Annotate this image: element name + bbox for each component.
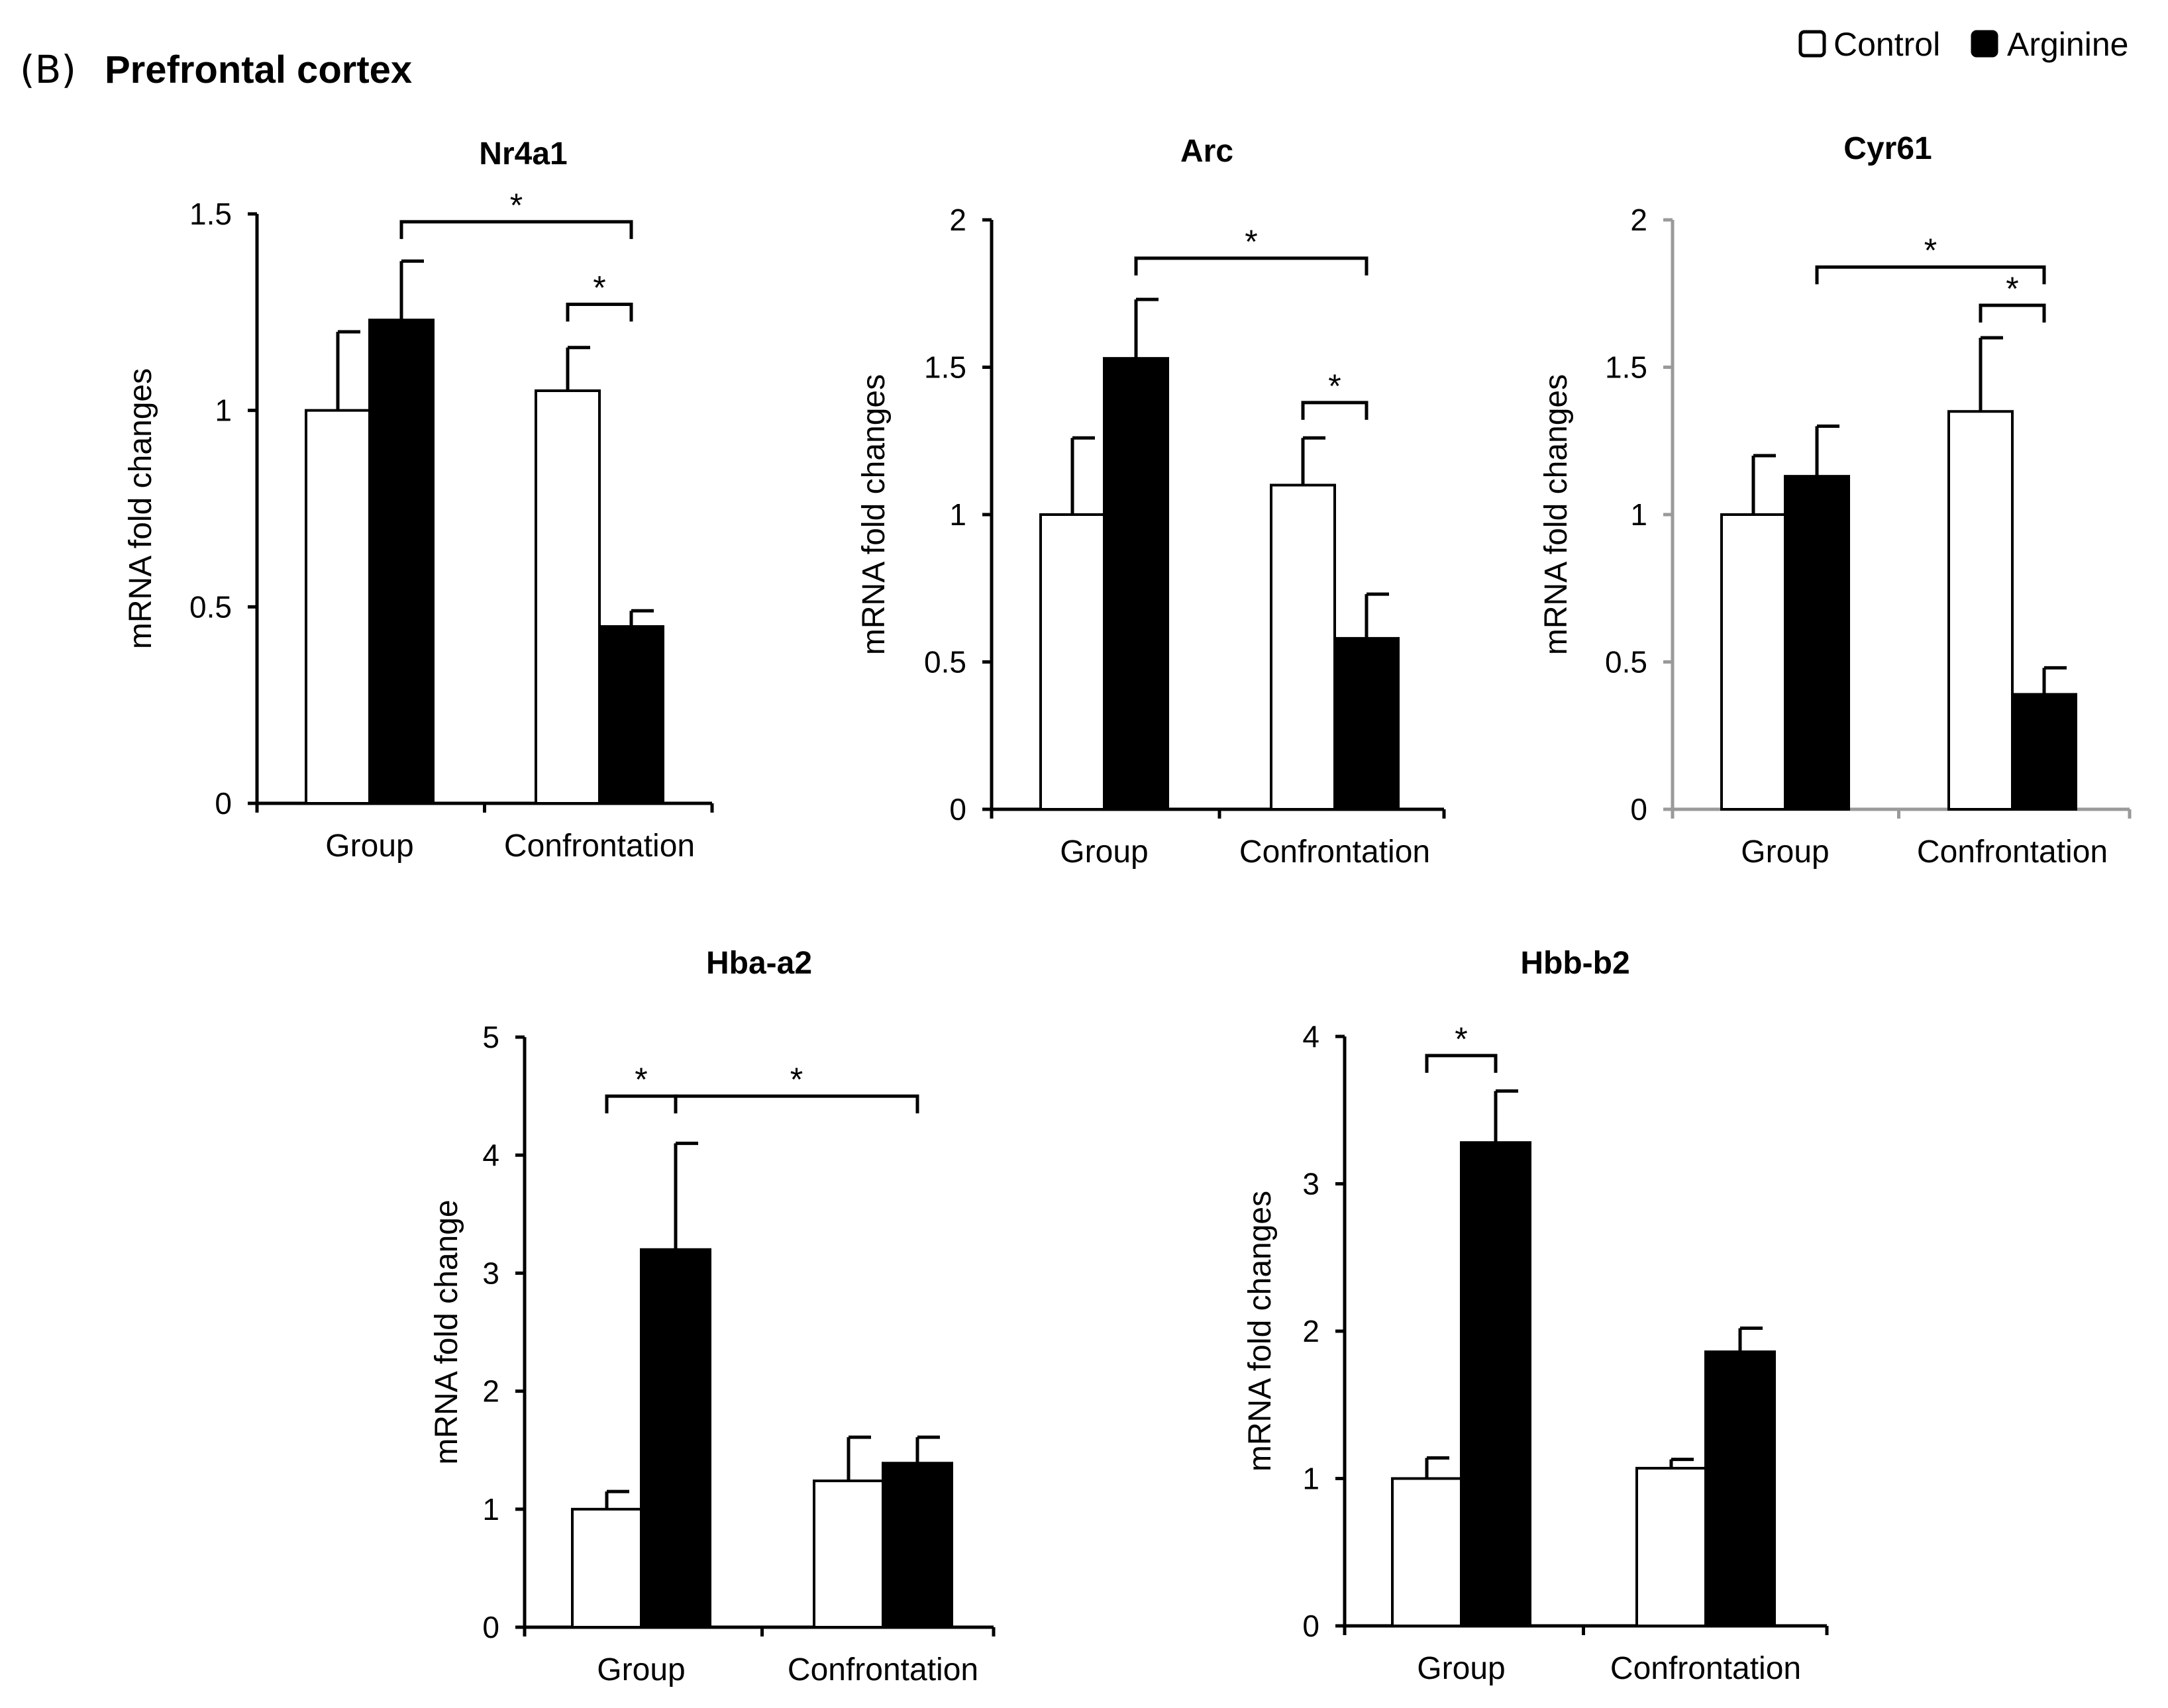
bar-control-group bbox=[1720, 513, 1786, 811]
y-tick-label: 3 bbox=[1302, 1167, 1319, 1201]
legend-label-control: Control bbox=[1833, 26, 1940, 63]
significance-bracket bbox=[1425, 1054, 1498, 1073]
bar-control-group bbox=[571, 1507, 643, 1629]
significance-star: * bbox=[2006, 270, 2018, 307]
y-axis-label: mRNA fold changes bbox=[123, 368, 158, 649]
y-tick-label: 5 bbox=[482, 1020, 499, 1054]
chart-title: Cyr61 bbox=[1843, 131, 1932, 166]
chart-title: Arc bbox=[1180, 134, 1233, 169]
bar-arginine-confrontation bbox=[2011, 693, 2077, 811]
chart-hba-a2: Hba-a2 mRNA fold change 0 1 2 3 4 5 Group Confron… bbox=[429, 946, 996, 1687]
bar-control-group bbox=[1391, 1477, 1463, 1627]
y-axis-label: mRNA fold changes bbox=[1539, 374, 1574, 655]
y-tick-label: 1 bbox=[215, 393, 232, 428]
chart-title: Hbb-b2 bbox=[1520, 946, 1629, 981]
significance-star: * bbox=[635, 1061, 647, 1098]
legend-swatch-arginine bbox=[1971, 30, 1998, 58]
significance-bracket bbox=[399, 220, 633, 239]
x-category-label: Confrontation bbox=[1610, 1651, 1801, 1686]
bar-arginine-group bbox=[1784, 475, 1850, 811]
y-tick-label: 2 bbox=[949, 203, 966, 237]
significance-star: * bbox=[790, 1061, 803, 1098]
legend-label-arginine: Arginine bbox=[2007, 26, 2128, 63]
bar-control-group bbox=[1039, 513, 1106, 811]
x-category-label: Confrontation bbox=[504, 829, 695, 864]
bar-arginine-confrontation bbox=[1704, 1350, 1776, 1628]
chart-title: Hba-a2 bbox=[706, 946, 812, 981]
x-category-label: Group bbox=[597, 1652, 685, 1687]
y-tick-label: 2 bbox=[482, 1374, 499, 1409]
x-category-label: Confrontation bbox=[1917, 834, 2108, 870]
bar-arginine-confrontation bbox=[598, 625, 664, 805]
significance-star: * bbox=[593, 269, 605, 306]
x-category-label: Group bbox=[325, 829, 413, 864]
legend-swatch-control bbox=[1798, 30, 1826, 58]
significance-star: * bbox=[510, 187, 523, 224]
y-tick-label: 1.5 bbox=[1605, 350, 1647, 385]
bar-arginine-confrontation bbox=[1333, 636, 1400, 811]
significance-bracket bbox=[566, 302, 633, 322]
chart-title: Nr4a1 bbox=[479, 136, 567, 172]
y-tick-label: 1 bbox=[949, 497, 966, 532]
significance-bracket bbox=[674, 1094, 919, 1114]
panel-title: Prefrontal cortex bbox=[105, 48, 412, 91]
significance-star: * bbox=[1455, 1021, 1467, 1058]
x-category-label: Group bbox=[1060, 834, 1148, 870]
y-tick-label: 1.5 bbox=[189, 197, 232, 231]
x-category-label: Confrontation bbox=[788, 1652, 978, 1687]
y-tick-label: 1 bbox=[482, 1492, 499, 1527]
bar-control-group bbox=[305, 409, 371, 805]
chart-arc: Arc mRNA fold changes 0 0.5 1 1.5 2 Group Confro… bbox=[856, 134, 1446, 870]
significance-bracket bbox=[1134, 256, 1368, 276]
bar-arginine-group bbox=[1460, 1141, 1531, 1627]
y-axis-label: mRNA fold change bbox=[429, 1199, 464, 1464]
x-category-label: Confrontation bbox=[1239, 834, 1430, 870]
significance-bracket bbox=[1301, 401, 1368, 420]
y-tick-label: 2 bbox=[1302, 1314, 1319, 1348]
significance-bracket bbox=[605, 1094, 678, 1114]
y-tick-label: 0.5 bbox=[1605, 645, 1647, 679]
y-tick-label: 4 bbox=[482, 1138, 499, 1172]
bar-arginine-group bbox=[1103, 357, 1169, 811]
y-tick-label: 0 bbox=[215, 786, 232, 821]
chart-cyr61: Cyr61 mRNA fold changes 0 0.5 1 1.5 2 Group Conf… bbox=[1539, 131, 2132, 870]
bar-control-confrontation bbox=[1947, 410, 2014, 811]
y-axis-label: mRNA fold changes bbox=[1243, 1191, 1278, 1472]
y-tick-label: 1 bbox=[1630, 497, 1647, 532]
panel-letter: (B) bbox=[20, 47, 76, 92]
y-axis-label: mRNA fold changes bbox=[856, 374, 892, 655]
bar-control-confrontation bbox=[535, 389, 601, 805]
significance-star: * bbox=[1245, 223, 1257, 260]
y-tick-label: 0 bbox=[1630, 792, 1647, 827]
bar-control-confrontation bbox=[813, 1480, 884, 1629]
y-tick-label: 0.5 bbox=[189, 589, 232, 624]
y-tick-label: 4 bbox=[1302, 1019, 1319, 1054]
significance-bracket bbox=[1815, 265, 2046, 285]
significance-star: * bbox=[1328, 368, 1341, 405]
bar-arginine-confrontation bbox=[882, 1462, 953, 1629]
significance-star: * bbox=[1924, 232, 1937, 269]
bar-control-confrontation bbox=[1635, 1466, 1707, 1628]
y-tick-label: 1 bbox=[1302, 1462, 1319, 1496]
chart-hbb-b2: Hbb-b2 mRNA fold changes 0 1 2 3 4 Group Confron… bbox=[1243, 946, 1829, 1686]
legend: Control Arginine bbox=[1798, 26, 2128, 63]
bar-control-confrontation bbox=[1270, 483, 1336, 811]
y-tick-label: 0 bbox=[949, 792, 966, 827]
x-category-label: Group bbox=[1741, 834, 1829, 870]
y-tick-label: 0 bbox=[1302, 1609, 1319, 1643]
bar-arginine-group bbox=[640, 1248, 711, 1629]
y-tick-label: 3 bbox=[482, 1256, 499, 1290]
chart-nr4a1: Nr4a1 mRNA fold changes 0 0.5 1 1.5 Group Confr… bbox=[123, 136, 714, 864]
y-tick-label: 2 bbox=[1630, 203, 1647, 237]
y-tick-label: 1.5 bbox=[924, 350, 966, 385]
significance-bracket bbox=[1979, 303, 2046, 323]
x-category-label: Group bbox=[1417, 1651, 1505, 1686]
bar-arginine-group bbox=[368, 319, 435, 805]
y-tick-label: 0 bbox=[482, 1610, 499, 1644]
y-tick-label: 0.5 bbox=[924, 645, 966, 679]
charts-container: Nr4a1 mRNA fold changes 0 0.5 1 1.5 Group Confr… bbox=[123, 131, 2132, 1687]
